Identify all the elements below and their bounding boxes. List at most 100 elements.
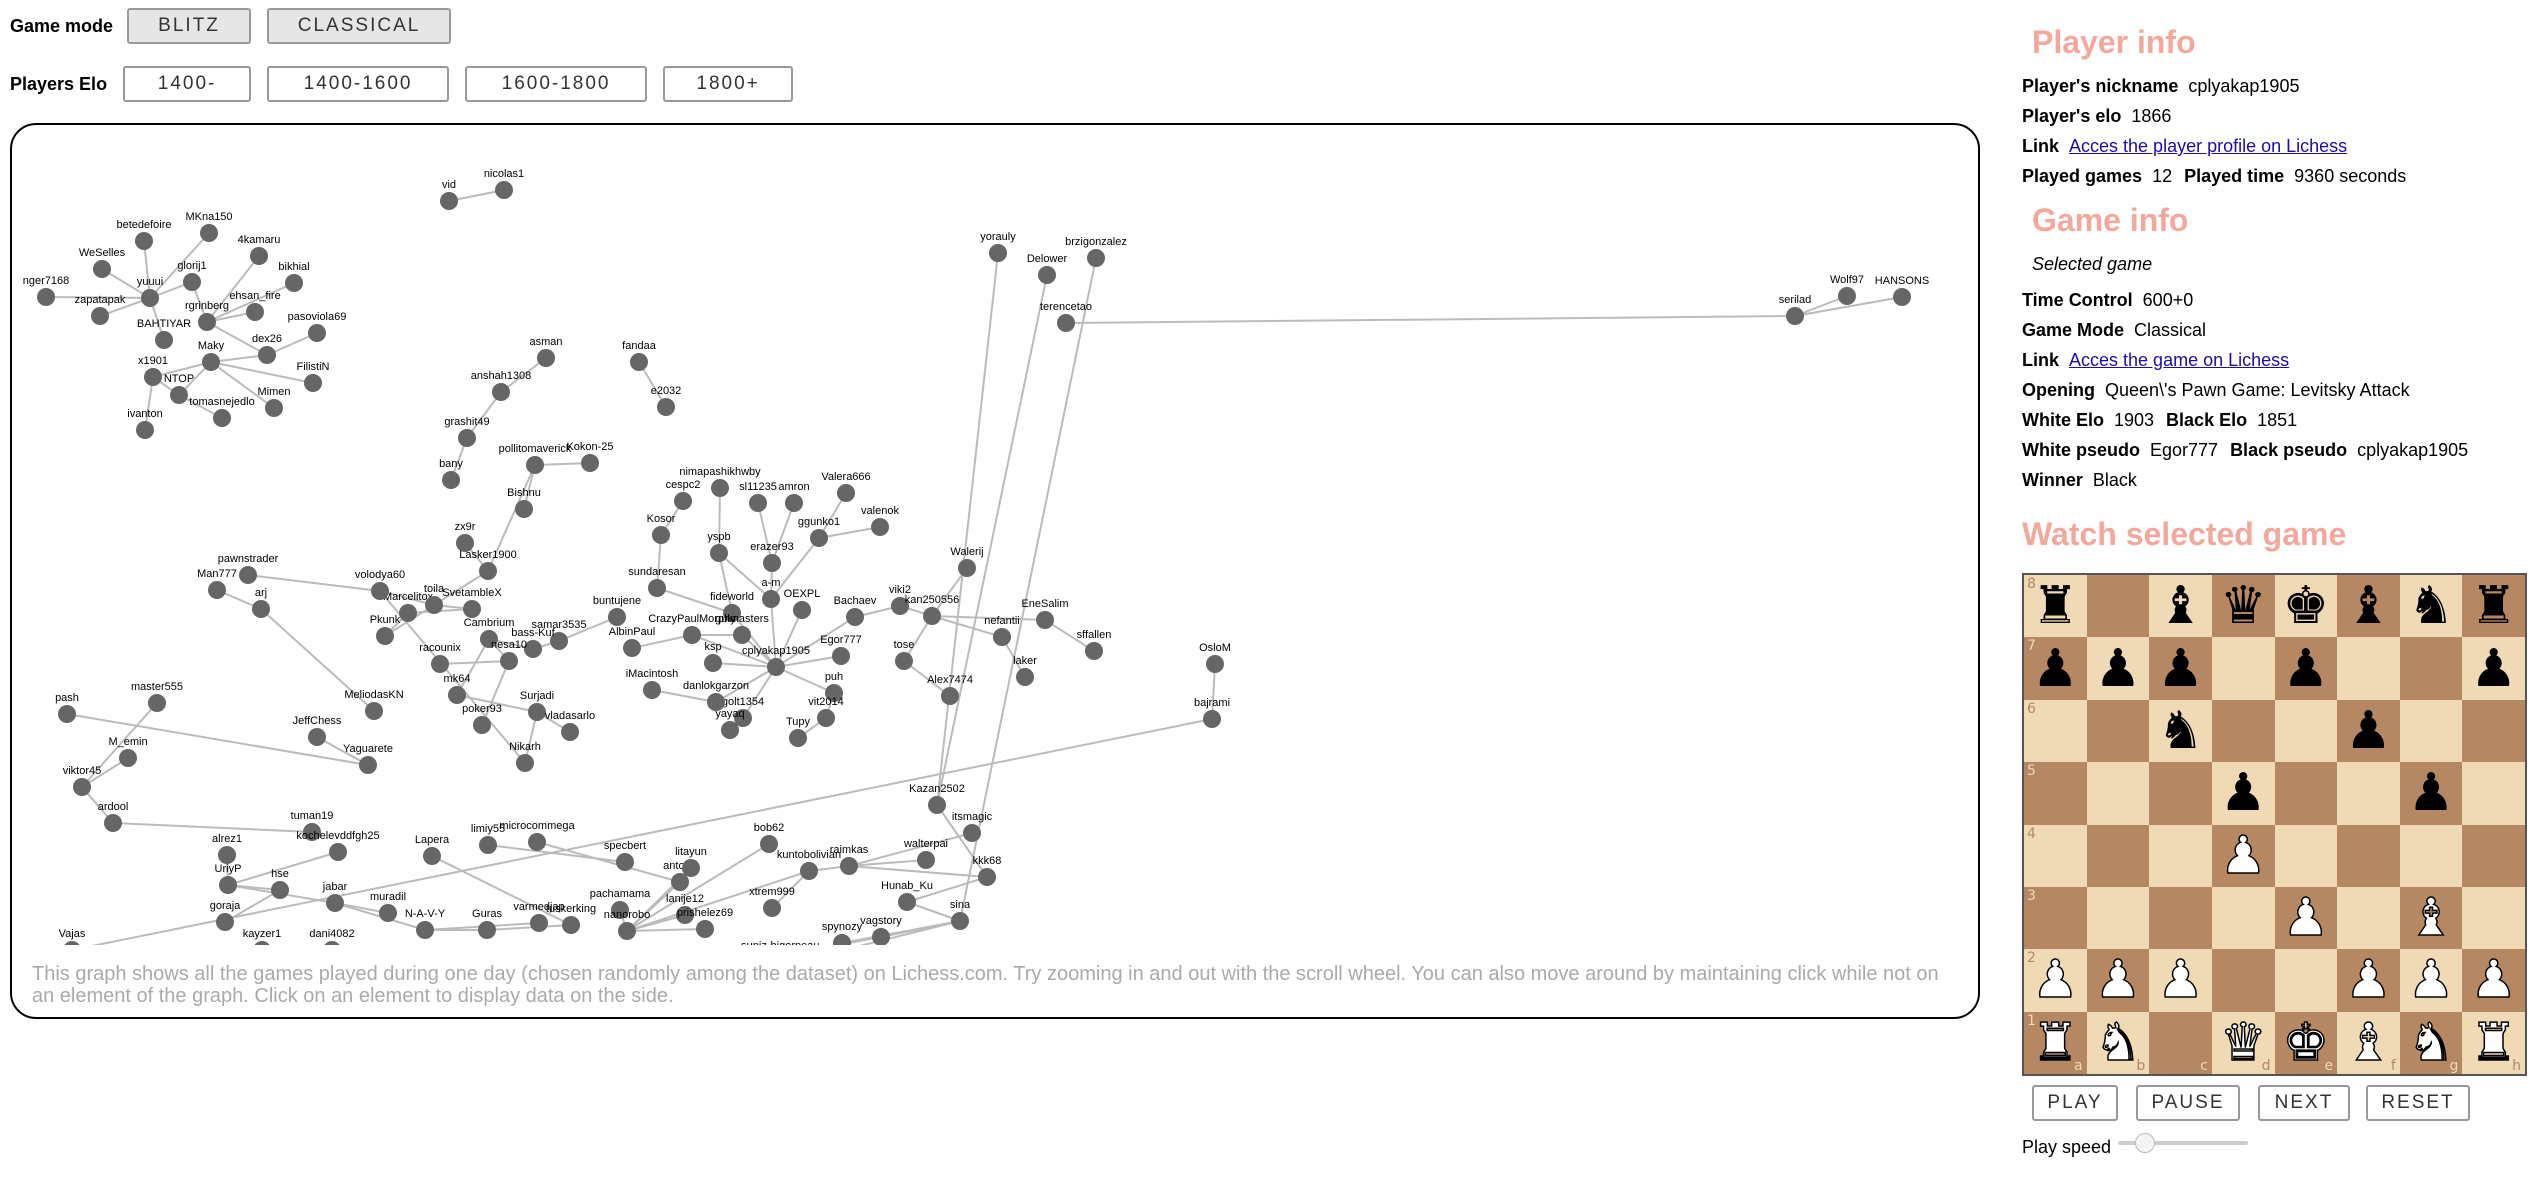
white-knight-icon[interactable]: ♞ — [2094, 1012, 2142, 1073]
player-node[interactable] — [763, 899, 781, 917]
black-pawn-icon[interactable]: ♟ — [2032, 638, 2079, 699]
player-node[interactable] — [448, 686, 466, 704]
player-node[interactable] — [198, 313, 216, 331]
player-node[interactable] — [526, 456, 544, 474]
player-node[interactable] — [711, 479, 729, 497]
board-square-b7[interactable]: ♟ — [2086, 637, 2150, 700]
board-square-h3[interactable] — [2462, 886, 2525, 950]
player-node[interactable] — [923, 607, 941, 625]
player-node[interactable] — [431, 655, 449, 673]
board-square-a5[interactable]: 5 — [2024, 762, 2087, 825]
player-node[interactable] — [73, 778, 91, 796]
pause-button[interactable]: PAUSE — [2136, 1085, 2240, 1121]
player-node[interactable] — [895, 652, 913, 670]
player-node[interactable] — [308, 324, 326, 342]
player-node[interactable] — [458, 429, 476, 447]
board-square-g2[interactable]: ♟ — [2399, 949, 2463, 1012]
player-node[interactable] — [379, 904, 397, 922]
board-square-e6[interactable] — [2274, 699, 2338, 763]
player-node[interactable] — [630, 353, 648, 371]
white-knight-icon[interactable]: ♞ — [2407, 1012, 2455, 1073]
white-pawn-icon[interactable]: ♟ — [2157, 950, 2205, 1011]
player-node[interactable] — [478, 921, 496, 939]
player-node[interactable] — [951, 912, 969, 930]
player-node[interactable] — [871, 518, 889, 536]
board-square-h5[interactable] — [2462, 762, 2525, 825]
board-square-f8[interactable]: ♝ — [2337, 575, 2400, 638]
player-node[interactable] — [304, 374, 322, 392]
player-node[interactable] — [562, 916, 580, 934]
player-node[interactable] — [213, 409, 231, 427]
player-node[interactable] — [760, 835, 778, 853]
black-pawn-icon[interactable]: ♟ — [2157, 638, 2204, 699]
board-square-b4[interactable] — [2086, 824, 2150, 887]
board-square-f4[interactable] — [2337, 824, 2400, 887]
board-square-a6[interactable]: 6 — [2024, 699, 2087, 763]
board-square-f3[interactable] — [2337, 886, 2400, 950]
board-square-c8[interactable]: ♝ — [2149, 575, 2212, 638]
player-node[interactable] — [785, 494, 803, 512]
black-queen-icon[interactable]: ♛ — [2219, 576, 2267, 637]
player-node[interactable] — [618, 922, 636, 940]
white-bishop-icon[interactable]: ♝ — [2344, 1012, 2392, 1073]
player-node[interactable] — [479, 836, 497, 854]
player-node[interactable] — [528, 703, 546, 721]
board-square-h8[interactable]: ♜ — [2462, 575, 2525, 638]
player-node[interactable] — [524, 640, 542, 658]
player-node[interactable] — [825, 684, 843, 702]
board-square-f7[interactable] — [2337, 637, 2400, 700]
player-node[interactable] — [463, 600, 481, 618]
board-square-d1[interactable]: d ♛ — [2211, 1011, 2275, 1074]
board-square-e8[interactable]: ♚ — [2274, 575, 2338, 638]
player-node[interactable] — [246, 303, 264, 321]
board-square-b2[interactable]: ♟ — [2086, 949, 2150, 1012]
board-square-a7[interactable]: 7 ♟ — [2024, 637, 2087, 700]
board-square-a8[interactable]: 8 ♜ — [2024, 575, 2087, 638]
board-square-a2[interactable]: 2 ♟ — [2024, 949, 2087, 1012]
player-node[interactable] — [104, 814, 122, 832]
player-node[interactable] — [733, 626, 751, 644]
board-square-d3[interactable] — [2211, 886, 2275, 950]
player-node[interactable] — [898, 893, 916, 911]
board-square-g1[interactable]: g ♞ — [2399, 1011, 2463, 1074]
player-node[interactable] — [978, 868, 996, 886]
elo-1400-1600-button[interactable]: 1400-1600 — [267, 66, 450, 102]
player-node[interactable] — [258, 346, 276, 364]
board-square-e5[interactable] — [2274, 762, 2338, 825]
player-node[interactable] — [183, 273, 201, 291]
board-square-g5[interactable]: ♟ — [2399, 762, 2463, 825]
player-node[interactable] — [676, 906, 694, 924]
player-node[interactable] — [721, 721, 739, 739]
player-node[interactable] — [148, 694, 166, 712]
player-profile-link[interactable]: Acces the player profile on Lichess — [2069, 136, 2348, 156]
player-node[interactable] — [837, 484, 855, 502]
board-square-b5[interactable] — [2086, 762, 2150, 825]
board-square-e1[interactable]: e ♚ — [2274, 1011, 2338, 1074]
player-node[interactable] — [1206, 655, 1224, 673]
games-network-graph[interactable]: vid nicolas1 MKna150 betedefoire 4kamaru WeSe… — [12, 125, 1978, 945]
board-square-g7[interactable] — [2399, 637, 2463, 700]
player-node[interactable] — [749, 494, 767, 512]
player-node[interactable] — [1036, 611, 1054, 629]
player-node[interactable] — [616, 853, 634, 871]
player-node[interactable] — [723, 604, 741, 622]
player-node[interactable] — [308, 728, 326, 746]
black-pawn-icon[interactable]: ♟ — [2219, 763, 2267, 824]
board-square-h1[interactable]: h ♜ — [2462, 1011, 2525, 1074]
player-node[interactable] — [136, 421, 154, 439]
black-rook-icon[interactable]: ♜ — [2032, 576, 2079, 637]
player-node[interactable] — [500, 652, 518, 670]
player-node[interactable] — [329, 843, 347, 861]
black-knight-icon[interactable]: ♞ — [2157, 700, 2204, 761]
black-pawn-icon[interactable]: ♟ — [2470, 638, 2517, 699]
player-node[interactable] — [767, 658, 785, 676]
player-node[interactable] — [763, 554, 781, 572]
black-pawn-icon[interactable]: ♟ — [2407, 763, 2455, 824]
player-node[interactable] — [323, 941, 341, 945]
white-pawn-icon[interactable]: ♟ — [2031, 950, 2079, 1011]
board-square-g3[interactable]: ♝ — [2399, 886, 2463, 950]
black-bishop-icon[interactable]: ♝ — [2345, 576, 2392, 637]
player-node[interactable] — [1203, 710, 1221, 728]
board-square-c6[interactable]: ♞ — [2149, 699, 2212, 763]
player-node[interactable] — [734, 709, 752, 727]
